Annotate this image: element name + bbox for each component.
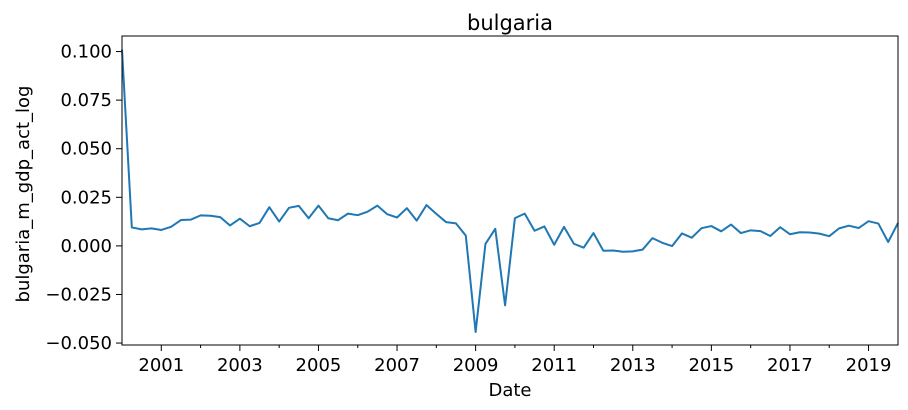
y-tick-label: 0.075 — [60, 90, 112, 111]
plot-frame — [121, 35, 899, 346]
x-tick-label: 2003 — [217, 355, 263, 376]
x-tick-label: 2017 — [767, 355, 813, 376]
y-tick-label: 0.000 — [60, 236, 112, 257]
x-tick-label: 2005 — [296, 355, 342, 376]
x-tick-label: 2013 — [610, 355, 656, 376]
series-line — [121, 49, 899, 333]
x-tick-label: 2019 — [846, 355, 892, 376]
plot-area — [121, 49, 899, 333]
y-tick-label: −0.025 — [45, 284, 112, 305]
x-tick-label: 2001 — [138, 355, 184, 376]
y-tick-label: −0.050 — [45, 333, 112, 354]
y-tick-label: 0.025 — [60, 187, 112, 208]
y-axis-ticks: −0.050 −0.025 0.000 0.025 0.050 0.075 0.100 — [45, 42, 122, 354]
x-tick-label: 2011 — [531, 355, 577, 376]
y-tick-label: 0.050 — [60, 139, 112, 160]
y-axis-label: bulgaria_m_gdp_act_log — [13, 86, 34, 303]
x-tick-label: 2015 — [688, 355, 734, 376]
x-tick-label: 2009 — [453, 355, 499, 376]
y-tick-label: 0.100 — [60, 42, 112, 63]
x-tick-label: 2007 — [374, 355, 420, 376]
chart-title: bulgaria — [467, 11, 553, 35]
x-axis-ticks: 2001 2003 2005 2007 2009 2011 2013 2015 2017 2019 — [138, 345, 891, 376]
x-axis-label: Date — [488, 380, 531, 401]
